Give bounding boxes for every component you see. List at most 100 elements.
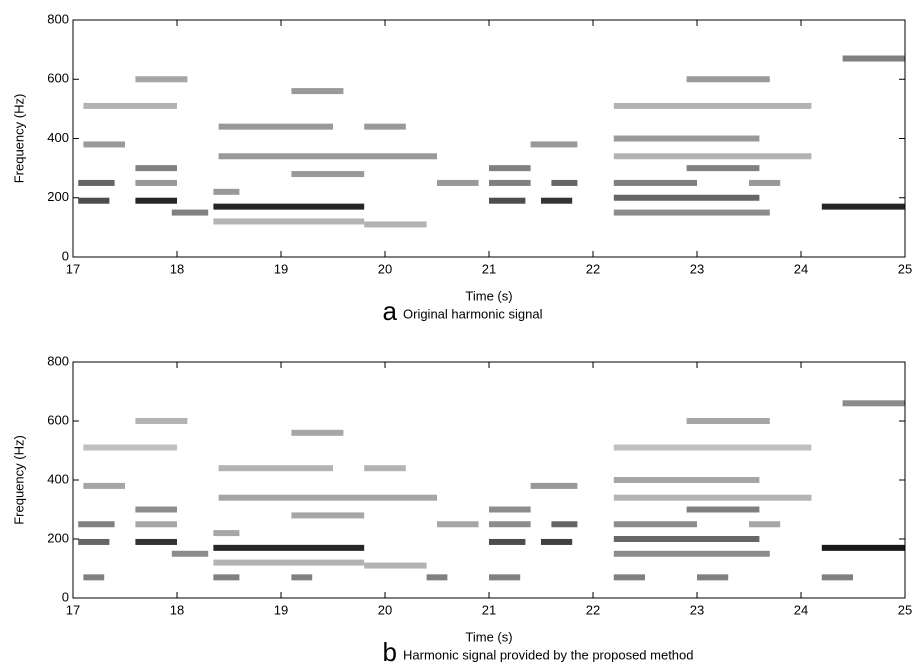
x-tick-label: 19	[274, 602, 288, 617]
x-axis-label: Time (s)	[465, 629, 512, 644]
spectral-band	[613, 536, 760, 542]
y-tick-label: 400	[47, 130, 69, 145]
x-tick-label: 17	[66, 261, 80, 276]
spectral-band	[291, 512, 365, 519]
spectral-band	[218, 494, 437, 501]
spectral-band	[171, 550, 209, 557]
spectral-band	[78, 179, 115, 186]
spectral-band	[291, 171, 365, 178]
spectral-band	[83, 482, 125, 489]
x-tick-label: 25	[898, 261, 912, 276]
spectral-band	[213, 218, 365, 225]
spectral-band	[364, 123, 406, 130]
spectral-band	[437, 521, 479, 528]
spectral-band	[364, 465, 406, 472]
x-tick-label: 24	[794, 261, 808, 276]
spectral-band	[83, 444, 177, 451]
spectral-band	[364, 562, 427, 569]
spectral-band	[686, 418, 770, 424]
spectral-band	[821, 574, 853, 581]
spectral-band	[213, 544, 365, 551]
spectral-band	[613, 135, 760, 142]
spectral-band	[541, 538, 573, 545]
y-tick-label: 0	[62, 589, 69, 604]
spectral-band	[686, 165, 760, 172]
spectral-band	[686, 506, 760, 513]
spectral-band	[213, 188, 240, 195]
caption: Harmonic signal provided by the proposed…	[403, 647, 694, 662]
spectral-band	[213, 574, 240, 581]
spectral-band	[135, 521, 177, 528]
spectral-band	[291, 574, 313, 581]
x-tick-label: 23	[690, 261, 704, 276]
y-tick-label: 400	[47, 471, 69, 486]
spectral-band	[821, 203, 905, 210]
spectral-band	[83, 102, 177, 109]
spectral-band	[489, 179, 531, 186]
caption-letter: b	[383, 637, 397, 664]
spectral-band	[489, 197, 526, 204]
caption-letter: a	[383, 296, 398, 326]
y-tick-label: 600	[47, 71, 69, 86]
spectral-band	[749, 521, 781, 528]
spectral-band	[551, 179, 578, 186]
spectral-band	[697, 574, 729, 581]
spectral-band	[426, 574, 448, 581]
spectral-band	[218, 465, 333, 472]
x-tick-label: 17	[66, 602, 80, 617]
spectral-band	[218, 123, 333, 130]
x-tick-label: 23	[690, 602, 704, 617]
spectral-band	[135, 506, 177, 513]
y-tick-label: 800	[47, 353, 69, 368]
spectral-band	[842, 55, 905, 62]
x-tick-label: 18	[170, 261, 184, 276]
spectral-band	[437, 179, 479, 186]
spectral-band	[489, 165, 531, 172]
spectral-band	[135, 76, 188, 83]
x-tick-label: 20	[378, 261, 392, 276]
spectral-band	[171, 209, 209, 216]
spectral-band	[213, 530, 240, 537]
spectral-band	[613, 209, 770, 216]
y-tick-label: 200	[47, 530, 69, 545]
spectral-band	[489, 538, 526, 545]
x-tick-label: 24	[794, 602, 808, 617]
caption: Original harmonic signal	[403, 306, 543, 321]
x-tick-label: 20	[378, 602, 392, 617]
spectral-band	[613, 444, 812, 451]
spectral-band	[613, 494, 812, 501]
spectral-band	[551, 521, 578, 528]
plot-frame	[72, 361, 906, 599]
spectral-band	[842, 400, 905, 407]
y-axis-label: Frequency (Hz)	[11, 435, 26, 525]
y-tick-label: 600	[47, 412, 69, 427]
x-tick-label: 19	[274, 261, 288, 276]
spectral-band	[489, 521, 531, 528]
spectral-band	[135, 538, 177, 545]
plot-frame	[72, 19, 906, 258]
spectral-band	[821, 544, 905, 551]
spectral-band	[613, 102, 812, 109]
spectral-band	[530, 141, 578, 148]
spectral-band	[613, 153, 812, 160]
x-tick-label: 21	[482, 602, 496, 617]
spectral-band	[83, 141, 125, 148]
x-tick-label: 22	[586, 602, 600, 617]
spectral-band	[213, 203, 365, 210]
x-tick-label: 21	[482, 261, 496, 276]
x-tick-label: 22	[586, 261, 600, 276]
x-tick-label: 25	[898, 602, 912, 617]
spectral-band	[135, 179, 177, 186]
spectral-band	[364, 221, 427, 228]
spectral-band	[218, 153, 437, 160]
spectral-band	[613, 550, 770, 557]
spectral-band	[213, 559, 365, 566]
spectral-band	[135, 197, 177, 204]
spectral-band	[489, 574, 521, 581]
spectral-band	[78, 538, 110, 545]
spectral-band	[489, 506, 531, 513]
x-axis-label: Time (s)	[465, 288, 512, 303]
spectral-band	[686, 76, 770, 83]
x-tick-label: 18	[170, 602, 184, 617]
